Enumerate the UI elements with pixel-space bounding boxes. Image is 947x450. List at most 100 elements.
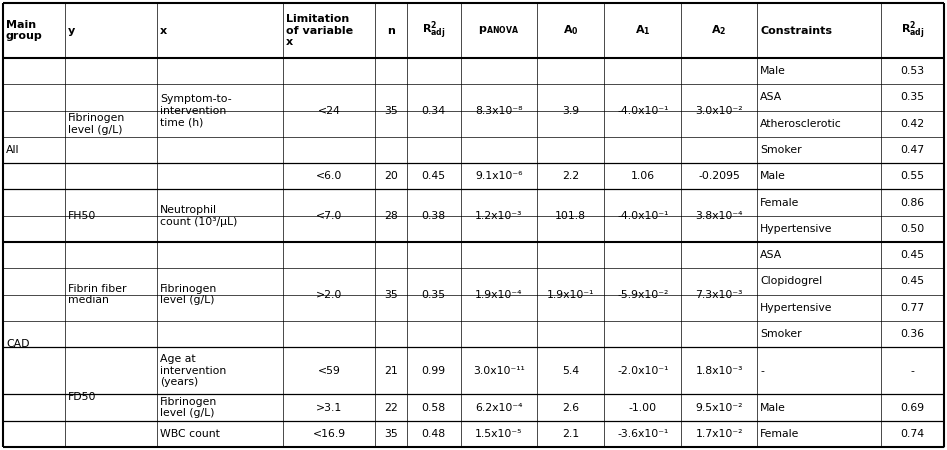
Text: WBC count: WBC count bbox=[160, 429, 220, 439]
Text: $\mathbf{A_2}$: $\mathbf{A_2}$ bbox=[711, 23, 727, 37]
Text: 0.34: 0.34 bbox=[421, 106, 446, 116]
Text: <7.0: <7.0 bbox=[316, 211, 342, 220]
Text: 1.5x10⁻⁵: 1.5x10⁻⁵ bbox=[475, 429, 523, 439]
Text: 20: 20 bbox=[384, 171, 398, 181]
Text: $\mathbf{A_0}$: $\mathbf{A_0}$ bbox=[563, 23, 579, 37]
Text: <24: <24 bbox=[317, 106, 341, 116]
Text: Clopidogrel: Clopidogrel bbox=[760, 276, 823, 286]
Text: -: - bbox=[911, 366, 915, 376]
Text: 3.0x10⁻¹¹: 3.0x10⁻¹¹ bbox=[473, 366, 525, 376]
Text: 35: 35 bbox=[384, 429, 398, 439]
Text: 8.3x10⁻⁸: 8.3x10⁻⁸ bbox=[475, 106, 523, 116]
Text: Atherosclerotic: Atherosclerotic bbox=[760, 119, 842, 129]
Text: Female: Female bbox=[760, 429, 800, 439]
Text: $\mathbf{p_{ANOVA}}$: $\mathbf{p_{ANOVA}}$ bbox=[478, 24, 519, 36]
Text: Fibrinogen
level (g/L): Fibrinogen level (g/L) bbox=[160, 284, 217, 306]
Text: -5.9x10⁻²: -5.9x10⁻² bbox=[617, 289, 669, 300]
Text: Constraints: Constraints bbox=[760, 26, 832, 36]
Text: Fibrin fiber
median: Fibrin fiber median bbox=[68, 284, 126, 306]
Text: y: y bbox=[68, 26, 75, 36]
Text: 0.38: 0.38 bbox=[421, 211, 446, 220]
Text: ASA: ASA bbox=[760, 92, 782, 103]
Text: Male: Male bbox=[760, 403, 786, 413]
Text: Neutrophil
count (10³/μL): Neutrophil count (10³/μL) bbox=[160, 205, 238, 226]
Text: Symptom-to-
intervention
time (h): Symptom-to- intervention time (h) bbox=[160, 94, 232, 127]
Text: 22: 22 bbox=[384, 403, 398, 413]
Text: Fibrinogen
level (g/L): Fibrinogen level (g/L) bbox=[68, 113, 125, 135]
Text: <16.9: <16.9 bbox=[313, 429, 346, 439]
Text: >2.0: >2.0 bbox=[316, 289, 342, 300]
Text: 0.36: 0.36 bbox=[901, 329, 924, 339]
Text: 9.5x10⁻²: 9.5x10⁻² bbox=[695, 403, 742, 413]
Text: 1.7x10⁻²: 1.7x10⁻² bbox=[695, 429, 742, 439]
Text: Hypertensive: Hypertensive bbox=[760, 303, 832, 313]
Text: -0.2095: -0.2095 bbox=[698, 171, 741, 181]
Text: Main
group: Main group bbox=[6, 20, 43, 41]
Text: <6.0: <6.0 bbox=[316, 171, 342, 181]
Text: >3.1: >3.1 bbox=[316, 403, 342, 413]
Text: 101.8: 101.8 bbox=[555, 211, 586, 220]
Text: -4.0x10⁻¹: -4.0x10⁻¹ bbox=[617, 211, 669, 220]
Text: 1.8x10⁻³: 1.8x10⁻³ bbox=[695, 366, 742, 376]
Text: n: n bbox=[387, 26, 395, 36]
Text: 2.1: 2.1 bbox=[563, 429, 580, 439]
Text: Limitation
of variable
x: Limitation of variable x bbox=[286, 14, 353, 47]
Text: 0.35: 0.35 bbox=[421, 289, 446, 300]
Text: FD50: FD50 bbox=[68, 392, 97, 402]
Text: 0.74: 0.74 bbox=[901, 429, 924, 439]
Text: 0.45: 0.45 bbox=[901, 276, 924, 286]
Text: Male: Male bbox=[760, 171, 786, 181]
Text: 0.53: 0.53 bbox=[901, 66, 924, 76]
Text: 1.06: 1.06 bbox=[631, 171, 654, 181]
Text: 35: 35 bbox=[384, 106, 398, 116]
Text: 0.77: 0.77 bbox=[901, 303, 924, 313]
Text: 1.9x10⁻⁴: 1.9x10⁻⁴ bbox=[475, 289, 523, 300]
Text: 0.55: 0.55 bbox=[901, 171, 924, 181]
Text: 0.58: 0.58 bbox=[421, 403, 446, 413]
Text: -4.0x10⁻¹: -4.0x10⁻¹ bbox=[617, 106, 669, 116]
Text: x: x bbox=[160, 26, 168, 36]
Text: -3.6x10⁻¹: -3.6x10⁻¹ bbox=[617, 429, 669, 439]
Text: Smoker: Smoker bbox=[760, 145, 802, 155]
Text: 0.45: 0.45 bbox=[421, 171, 446, 181]
Text: <59: <59 bbox=[317, 366, 341, 376]
Text: 0.69: 0.69 bbox=[901, 403, 924, 413]
Text: 0.99: 0.99 bbox=[421, 366, 446, 376]
Text: $\mathbf{R^2_{adj}}$: $\mathbf{R^2_{adj}}$ bbox=[421, 19, 445, 41]
Text: ASA: ASA bbox=[760, 250, 782, 260]
Text: 0.50: 0.50 bbox=[901, 224, 924, 234]
Text: $\mathbf{R^2_{adj}}$: $\mathbf{R^2_{adj}}$ bbox=[901, 19, 924, 41]
Text: 35: 35 bbox=[384, 289, 398, 300]
Text: CAD: CAD bbox=[6, 339, 29, 350]
Text: 21: 21 bbox=[384, 366, 398, 376]
Text: 7.3x10⁻³: 7.3x10⁻³ bbox=[695, 289, 742, 300]
Text: All: All bbox=[6, 145, 20, 155]
Text: 3.0x10⁻²: 3.0x10⁻² bbox=[695, 106, 743, 116]
Text: FH50: FH50 bbox=[68, 211, 97, 220]
Text: Smoker: Smoker bbox=[760, 329, 802, 339]
Text: 0.45: 0.45 bbox=[901, 250, 924, 260]
Text: -2.0x10⁻¹: -2.0x10⁻¹ bbox=[617, 366, 669, 376]
Text: 3.9: 3.9 bbox=[563, 106, 580, 116]
Text: 0.35: 0.35 bbox=[901, 92, 924, 103]
Text: Female: Female bbox=[760, 198, 800, 207]
Text: 5.4: 5.4 bbox=[563, 366, 580, 376]
Text: $\mathbf{A_1}$: $\mathbf{A_1}$ bbox=[634, 23, 651, 37]
Text: 0.47: 0.47 bbox=[901, 145, 924, 155]
Text: Age at
intervention
(years): Age at intervention (years) bbox=[160, 354, 226, 387]
Text: -1.00: -1.00 bbox=[629, 403, 657, 413]
Text: 6.2x10⁻⁴: 6.2x10⁻⁴ bbox=[475, 403, 523, 413]
Text: 3.8x10⁻⁴: 3.8x10⁻⁴ bbox=[695, 211, 742, 220]
Text: 2.2: 2.2 bbox=[563, 171, 580, 181]
Text: Hypertensive: Hypertensive bbox=[760, 224, 832, 234]
Text: 0.86: 0.86 bbox=[901, 198, 924, 207]
Text: 0.42: 0.42 bbox=[901, 119, 924, 129]
Text: 1.2x10⁻³: 1.2x10⁻³ bbox=[475, 211, 523, 220]
Text: 28: 28 bbox=[384, 211, 398, 220]
Text: Fibrinogen
level (g/L): Fibrinogen level (g/L) bbox=[160, 397, 217, 418]
Text: 2.6: 2.6 bbox=[563, 403, 580, 413]
Text: 0.48: 0.48 bbox=[421, 429, 446, 439]
Text: Male: Male bbox=[760, 66, 786, 76]
Text: 1.9x10⁻¹: 1.9x10⁻¹ bbox=[547, 289, 595, 300]
Text: -: - bbox=[760, 366, 764, 376]
